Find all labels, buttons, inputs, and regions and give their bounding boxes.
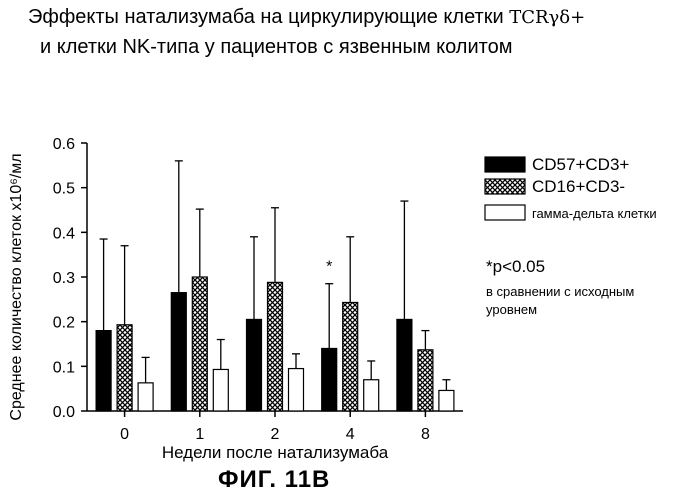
bar-3: [363, 379, 380, 412]
legend-swatch-2: [484, 178, 526, 195]
legend-label-3: гамма-дельта клетки: [532, 206, 657, 221]
legend-swatch-3: [484, 204, 526, 221]
x-tick-label: 8: [421, 426, 430, 443]
bar-3: [287, 367, 305, 412]
x-tick-label: 2: [271, 426, 280, 443]
bar-1: [321, 347, 338, 412]
chart-title-line-2: и клетки NK-типа у пациентов с язвенным …: [40, 36, 513, 58]
bar-1: [245, 318, 263, 412]
bar-2: [266, 281, 284, 412]
significance-detail-line: в сравнении с исходным: [486, 284, 634, 299]
title-suffix: TCRγδ+: [509, 7, 586, 28]
y-axis-title: Среднее количество клеток x10⁶/мл: [8, 153, 25, 420]
chart-title-line-1: Эффекты натализумаба на циркулирующие кл…: [28, 6, 585, 29]
y-tick-label: 0.0: [53, 404, 75, 421]
significance-note: *p<0.05: [486, 257, 545, 276]
bar-1: [170, 292, 187, 412]
bar-2: [116, 324, 133, 412]
y-tick-label: 0.1: [53, 359, 75, 376]
x-tick-label: 4: [346, 426, 355, 443]
significance-star: *: [326, 259, 332, 276]
y-tick-label: 0.3: [53, 270, 75, 287]
bar-2: [342, 301, 359, 412]
y-tick-label: 0.5: [53, 181, 75, 198]
title-text-1: Эффекты натализумаба на циркулирующие кл…: [28, 6, 504, 28]
legend-label-1: CD57+CD3+: [532, 155, 629, 174]
y-tick-label: 0.4: [53, 225, 75, 242]
x-tick-label: 1: [195, 426, 204, 443]
bar-1: [95, 330, 112, 412]
figure-label: ФИГ. 11В: [218, 466, 331, 493]
y-tick-label: 0.2: [53, 315, 75, 332]
bar-2: [191, 276, 208, 412]
x-tick-label: 0: [120, 426, 129, 443]
bar-3: [137, 382, 154, 412]
legend-label-2: CD16+CD3-: [532, 177, 625, 196]
x-axis-title: Недели после натализумаба: [162, 443, 389, 462]
bar-2: [417, 349, 434, 412]
significance-detail-line: уровнем: [486, 302, 537, 317]
bar-1: [396, 318, 413, 412]
legend-swatch-1: [484, 156, 526, 173]
bar-3: [212, 368, 229, 412]
bar-3: [438, 389, 455, 412]
y-tick-label: 0.6: [53, 136, 75, 153]
